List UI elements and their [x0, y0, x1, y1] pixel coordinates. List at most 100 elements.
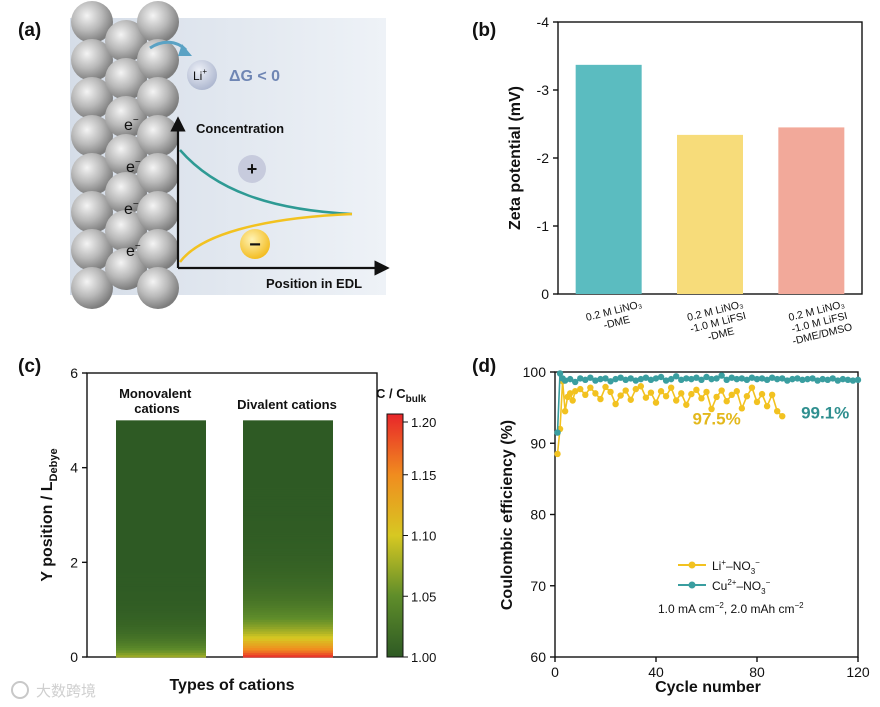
heatmap-cell [243, 552, 333, 556]
heatmap-cell [116, 444, 206, 447]
data-point [561, 407, 569, 415]
heatmap-cell [116, 652, 206, 656]
data-point [678, 376, 685, 384]
heatmap-cell [116, 529, 206, 533]
data-point [743, 376, 751, 384]
heatmap-cell [243, 436, 333, 440]
panel-d-y-axis-label: Coulombic efficiency (%) [499, 420, 516, 610]
heatmap-cell [243, 533, 333, 537]
heatmap-cell [116, 588, 206, 592]
heatmap-cell [243, 425, 333, 429]
heatmap-cell [116, 562, 206, 566]
data-point [789, 375, 796, 383]
data-point [829, 375, 836, 382]
heatmap-cell [116, 583, 206, 587]
heatmap-cell [243, 576, 333, 580]
data-point [758, 390, 766, 398]
column-label-divalent: Divalent cations [237, 397, 337, 412]
heatmap-cell [116, 434, 206, 438]
heatmap-cell [116, 507, 206, 511]
data-point [652, 399, 660, 406]
electrode-sphere [71, 153, 113, 195]
heatmap-cell [243, 529, 333, 533]
concentration-label: Concentration [196, 121, 284, 136]
heatmap-cell [116, 446, 206, 450]
y-tick-label: -1 [537, 218, 550, 234]
data-point [809, 375, 816, 382]
colorbar [386, 413, 404, 658]
data-point [688, 375, 695, 383]
data-point [617, 392, 624, 399]
heatmap-cell [116, 647, 206, 651]
heatmap-cell [243, 434, 333, 438]
panel-d-annotations: 97.5% 99.1% [692, 404, 849, 429]
data-point [763, 376, 771, 384]
electrode-sphere [71, 1, 113, 43]
heatmap-cell [116, 649, 206, 653]
heatmap-cell [116, 638, 206, 642]
data-point [708, 405, 715, 413]
data-point [602, 375, 609, 382]
heatmap-cell [243, 458, 333, 462]
data-point [622, 387, 629, 394]
heatmap-cell [243, 588, 333, 592]
data-point [834, 377, 841, 384]
heatmap-cell [116, 474, 206, 478]
heatmap-cell [116, 522, 206, 526]
panel-d-letter: (d) [472, 356, 496, 377]
data-point [753, 375, 761, 383]
heatmap-cell [243, 467, 333, 471]
heatmap-cell [243, 602, 333, 606]
heatmap-cell [243, 451, 333, 455]
heatmap-cell [243, 635, 333, 639]
data-point [688, 390, 695, 398]
heatmap-cell [116, 621, 206, 625]
heatmap-cell [116, 436, 206, 440]
anion-sphere [240, 229, 270, 259]
heatmap-cell [116, 451, 206, 455]
heatmap-cell [116, 477, 206, 481]
heatmap-cell [243, 578, 333, 582]
heatmap-cell [243, 555, 333, 559]
category-label-3: 0.2 M LiNO₃-1.0 M LiFSI-DME/DMSO [785, 298, 853, 348]
heatmap-cell [243, 541, 333, 544]
column-label-monovalent: Monovalent cations [119, 386, 195, 416]
heatmap-cell [243, 595, 333, 599]
cation-sphere [238, 155, 266, 183]
heatmap-cell [116, 526, 206, 530]
panel-a: (a) Li+ ΔG < 0 e− e− e− e− Concentration Po… [18, 1, 390, 309]
data-point [662, 377, 670, 384]
electrode-sphere [71, 267, 113, 309]
data-point [703, 373, 710, 381]
electrode-sphere [137, 115, 179, 157]
heatmap-cell [243, 444, 333, 447]
heatmap-cell [243, 612, 333, 615]
electrode-sphere [105, 172, 147, 214]
electrode-sphere [137, 39, 179, 81]
panel-d-x-axis-label: Cycle number [655, 679, 761, 696]
heatmap-cell [116, 481, 206, 485]
heatmap-cell [243, 548, 333, 552]
data-point [713, 393, 720, 401]
heatmap-cell [243, 503, 333, 507]
data-point [748, 384, 756, 391]
data-point [804, 375, 811, 383]
data-point [561, 377, 569, 384]
data-point [592, 390, 599, 397]
panel-c: (c) 0 2 4 6 Monovalent cations Divalent cat… [18, 356, 436, 694]
heatmap-cell [243, 519, 333, 523]
heatmap-cell [116, 470, 206, 473]
data-point [723, 376, 730, 384]
heatmap-cell [116, 496, 206, 500]
panel-c-x-axis-label: Types of cations [169, 677, 294, 694]
migration-arrow-head [178, 44, 192, 56]
heatmap-cell [243, 479, 333, 483]
heatmap-cell [116, 555, 206, 559]
bar-2 [677, 134, 743, 294]
data-point [622, 376, 629, 384]
y-tick-label: 100 [523, 364, 547, 380]
heatmap-cell [243, 472, 333, 476]
heatmap-cell [243, 429, 333, 433]
heatmap-cell [116, 607, 206, 611]
y-tick-label: 70 [530, 578, 546, 594]
